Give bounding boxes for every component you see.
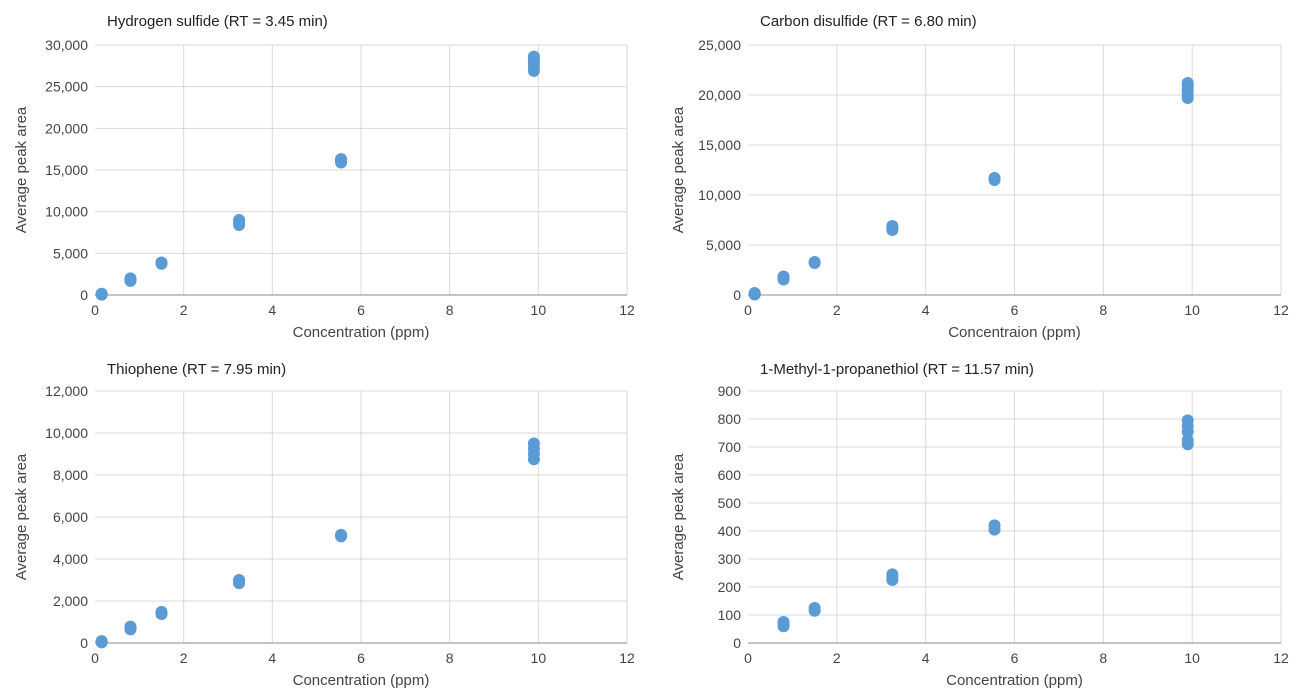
x-tick-label: 0 <box>91 302 99 318</box>
y-tick-label: 900 <box>718 383 742 399</box>
data-point <box>155 256 168 269</box>
x-axis-label: Concentration (ppm) <box>293 672 430 689</box>
chart-panel: 0 2 4 6 8 10 12 0 5,000 10,000 15,000 20,000 25,000 C… <box>670 13 1289 341</box>
x-tick-label: 12 <box>1273 650 1289 666</box>
y-axis-label: Average peak area <box>13 453 30 580</box>
data-point <box>95 635 108 648</box>
y-tick-label: 0 <box>80 287 88 303</box>
data-point <box>886 220 899 232</box>
y-tick-label: 20,000 <box>698 87 741 103</box>
y-axis-label: Average peak area <box>13 106 30 233</box>
y-tick-label: 200 <box>718 579 742 595</box>
chart-panel: 0 2 4 6 8 10 12 0 5,000 10,000 15,000 20,000 25,000 3… <box>13 13 635 341</box>
y-tick-label: 30,000 <box>45 37 88 53</box>
y-tick-label: 5,000 <box>53 245 88 261</box>
x-tick-label: 12 <box>1273 302 1289 318</box>
y-tick-label: 0 <box>80 635 88 651</box>
x-tick-label: 8 <box>446 302 454 318</box>
chart-title: Carbon disulfide (RT = 6.80 min) <box>760 13 977 30</box>
x-tick-label: 12 <box>619 302 635 318</box>
x-tick-label: 6 <box>357 302 365 318</box>
data-point <box>95 287 108 300</box>
data-point <box>988 519 1001 532</box>
y-tick-label: 5,000 <box>706 237 741 253</box>
data-point <box>124 272 137 285</box>
data-point <box>886 568 899 581</box>
y-tick-label: 2,000 <box>53 593 88 609</box>
x-tick-label: 6 <box>1011 650 1019 666</box>
y-tick-label: 4,000 <box>53 551 88 567</box>
chart-title: 1-Methyl-1-propanethiol (RT = 11.57 min) <box>760 361 1034 378</box>
y-tick-label: 20,000 <box>45 120 88 136</box>
x-tick-label: 10 <box>1184 650 1200 666</box>
y-tick-label: 15,000 <box>698 137 741 153</box>
x-tick-label: 4 <box>922 650 930 666</box>
x-tick-label: 2 <box>180 650 188 666</box>
data-point <box>233 214 246 226</box>
x-tick-label: 4 <box>922 302 930 318</box>
chart-title: Thiophene (RT = 7.95 min) <box>107 361 286 378</box>
x-tick-label: 12 <box>619 650 635 666</box>
data-point <box>777 616 790 628</box>
data-point <box>124 620 137 633</box>
x-tick-label: 4 <box>268 650 276 666</box>
y-tick-label: 10,000 <box>45 204 88 220</box>
data-point <box>233 574 246 586</box>
x-tick-label: 2 <box>833 302 841 318</box>
data-point <box>808 256 821 268</box>
data-point <box>1181 434 1194 446</box>
x-tick-label: 2 <box>833 650 841 666</box>
data-point <box>777 270 790 283</box>
x-tick-label: 2 <box>180 302 188 318</box>
data-point <box>1181 77 1194 89</box>
y-tick-label: 0 <box>733 287 741 303</box>
x-axis-label: Concentration (ppm) <box>293 324 430 341</box>
y-tick-label: 300 <box>718 551 742 567</box>
data-point <box>527 437 540 450</box>
chart-panel: 0 2 4 6 8 10 12 0 100 200 300 400 500 600 700 800 900 1-M… <box>670 361 1289 689</box>
y-tick-label: 0 <box>733 635 741 651</box>
data-point <box>988 172 1001 184</box>
x-tick-label: 6 <box>1011 302 1019 318</box>
y-tick-label: 600 <box>718 467 742 483</box>
data-point <box>1181 414 1194 427</box>
y-tick-label: 15,000 <box>45 162 88 178</box>
data-point <box>155 605 168 618</box>
x-tick-label: 8 <box>446 650 454 666</box>
x-tick-label: 6 <box>357 650 365 666</box>
x-tick-label: 10 <box>531 302 547 318</box>
y-tick-label: 500 <box>718 495 742 511</box>
y-tick-label: 700 <box>718 439 742 455</box>
y-tick-label: 6,000 <box>53 509 88 525</box>
y-axis-label: Average peak area <box>670 106 687 233</box>
data-point <box>527 50 540 63</box>
x-tick-label: 0 <box>91 650 99 666</box>
y-tick-label: 25,000 <box>45 79 88 95</box>
data-point <box>808 602 821 614</box>
y-tick-label: 12,000 <box>45 383 88 399</box>
y-tick-label: 8,000 <box>53 467 88 483</box>
chart-panel: 0 2 4 6 8 10 12 0 2,000 4,000 6,000 8,000 10,000 12,0… <box>13 361 635 689</box>
data-point <box>335 153 348 166</box>
x-axis-label: Concentration (ppm) <box>946 672 1083 689</box>
x-tick-label: 4 <box>268 302 276 318</box>
y-tick-label: 800 <box>718 411 742 427</box>
y-tick-label: 100 <box>718 607 742 623</box>
chart-title: Hydrogen sulfide (RT = 3.45 min) <box>107 13 328 30</box>
data-point <box>335 528 348 541</box>
x-tick-label: 8 <box>1099 302 1107 318</box>
data-point <box>748 287 761 299</box>
y-tick-label: 400 <box>718 523 742 539</box>
y-tick-label: 10,000 <box>698 187 741 203</box>
x-tick-label: 0 <box>744 650 752 666</box>
x-tick-label: 10 <box>1184 302 1200 318</box>
y-tick-label: 25,000 <box>698 37 741 53</box>
x-tick-label: 0 <box>744 302 752 318</box>
x-tick-label: 8 <box>1099 650 1107 666</box>
y-axis-label: Average peak area <box>670 453 687 580</box>
x-axis-label: Concentraion (ppm) <box>948 324 1081 341</box>
y-tick-label: 10,000 <box>45 425 88 441</box>
x-tick-label: 10 <box>531 650 547 666</box>
